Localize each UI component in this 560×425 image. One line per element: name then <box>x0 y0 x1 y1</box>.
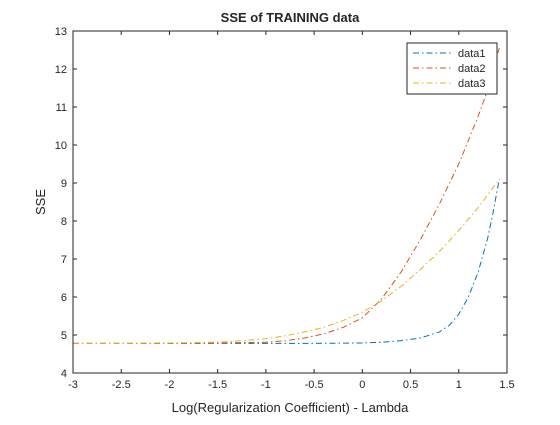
y-tick-label: 10 <box>55 140 67 152</box>
x-tick-label: -2.5 <box>112 379 131 391</box>
legend-label: data2 <box>458 63 486 75</box>
chart-title: SSE of TRAINING data <box>221 10 360 25</box>
axes-box <box>72 30 508 374</box>
legend-box <box>406 42 498 95</box>
y-tick-label: 7 <box>61 254 67 266</box>
y-axis-ticks: 4 5 6 7 8 9 10 11 12 13 <box>55 26 507 380</box>
legend: data1 data2 data3 <box>406 42 498 95</box>
legend-label: data3 <box>458 78 486 90</box>
y-tick-label: 8 <box>61 216 67 228</box>
x-tick-label: -3 <box>68 379 78 391</box>
x-tick-label: -1.5 <box>208 379 227 391</box>
y-tick-label: 5 <box>61 330 67 342</box>
y-tick-label: 13 <box>55 26 67 38</box>
x-tick-label: 1.5 <box>499 379 514 391</box>
x-tick-label: -0.5 <box>305 379 324 391</box>
x-axis-label: Log(Regularization Coefficient) - Lambda <box>172 400 410 415</box>
series-line-data2 <box>73 47 500 344</box>
y-tick-label: 6 <box>61 292 67 304</box>
x-axis-ticks: -3 -2.5 -2 -1.5 -1 -0.5 0 0.5 1 1.5 <box>68 31 515 391</box>
series-layer <box>73 47 500 344</box>
y-tick-label: 11 <box>56 102 67 114</box>
y-tick-label: 9 <box>61 178 67 190</box>
x-tick-label: -2 <box>165 379 175 391</box>
x-tick-label: 0 <box>359 379 365 391</box>
y-tick-label: 4 <box>61 368 67 380</box>
x-tick-label: -1 <box>261 379 271 391</box>
x-tick-label: 1 <box>456 379 462 391</box>
legend-label: data1 <box>458 48 486 60</box>
x-tick-label: 0.5 <box>403 379 418 391</box>
y-axis-label: SSE <box>33 189 48 215</box>
series-line-data3 <box>73 178 500 344</box>
y-tick-label: 12 <box>55 64 67 76</box>
